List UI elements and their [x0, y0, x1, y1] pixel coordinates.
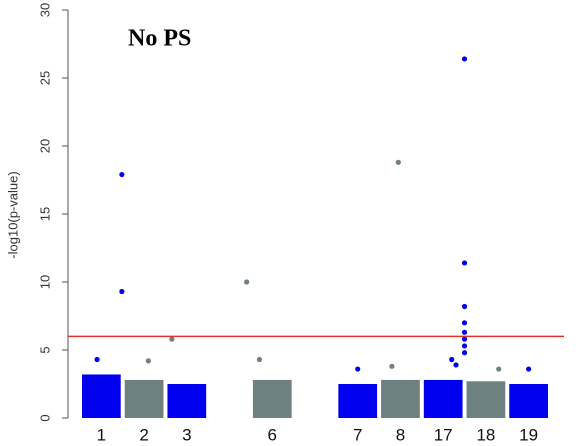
x-tick-label: 7	[353, 425, 362, 444]
x-tick-label: 17	[434, 425, 453, 444]
snp-point	[461, 329, 468, 335]
y-tick-label: 20	[37, 139, 52, 153]
point-cloud	[82, 374, 121, 418]
y-tick-label: 0	[37, 414, 52, 421]
snp-point	[461, 343, 468, 349]
y-tick-label: 5	[37, 346, 52, 353]
x-tick-label: 2	[139, 425, 148, 444]
snp-point	[526, 366, 532, 372]
y-tick-label: 15	[37, 207, 52, 221]
snp-point	[453, 362, 459, 368]
snp-point	[461, 350, 468, 356]
point-cloud	[509, 384, 548, 418]
snp-point	[395, 159, 401, 165]
x-tick-label: 19	[519, 425, 538, 444]
snp-point	[496, 366, 502, 372]
snp-point	[461, 56, 468, 62]
chart-title: No PS	[128, 26, 191, 52]
x-tick-label: 3	[182, 425, 191, 444]
snp-point	[461, 336, 468, 342]
x-tick-label: 6	[268, 425, 277, 444]
x-tick-label: 18	[476, 425, 495, 444]
y-tick-label: 10	[37, 275, 52, 289]
point-cloud	[338, 384, 378, 418]
snp-point	[355, 366, 361, 372]
snp-point	[119, 171, 125, 178]
point-cloud	[423, 379, 463, 418]
snp-point	[389, 363, 395, 369]
snp-point	[145, 358, 151, 364]
x-tick-label: 1	[97, 425, 106, 444]
y-axis-label: -log10(p-value)	[5, 171, 20, 258]
point-cloud	[381, 379, 420, 418]
snp-point	[461, 303, 468, 310]
snp-point	[94, 356, 100, 363]
point-cloud	[466, 381, 506, 418]
snp-point	[461, 260, 468, 266]
point-cloud	[124, 379, 164, 418]
snp-point	[449, 356, 455, 363]
snp-point	[244, 279, 250, 285]
x-tick-label: 8	[396, 425, 405, 444]
snp-point	[119, 288, 125, 295]
snp-point	[256, 356, 263, 363]
point-cloud	[252, 379, 292, 418]
snp-point	[169, 336, 175, 342]
snp-point	[461, 320, 468, 326]
y-tick-label: 30	[37, 3, 52, 17]
y-tick-label: 25	[37, 71, 52, 85]
point-cloud	[167, 384, 207, 418]
